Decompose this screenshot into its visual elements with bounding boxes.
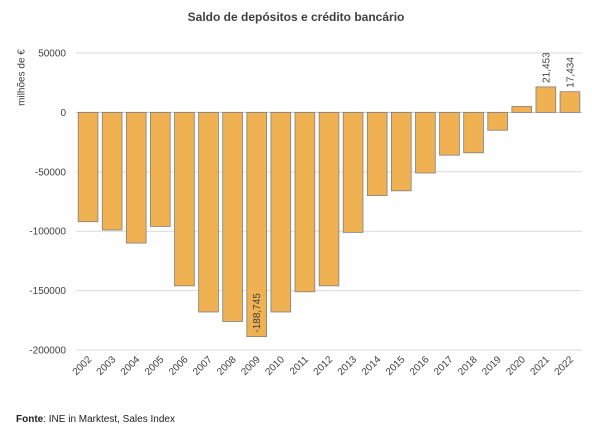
- x-tick-label: 2014: [360, 354, 384, 378]
- y-tick-label: -100000: [29, 227, 66, 238]
- x-tick-label: 2012: [312, 354, 336, 378]
- bar: [415, 112, 436, 174]
- bar: [150, 112, 171, 227]
- y-tick-label: -200000: [29, 346, 66, 357]
- data-label: -188,745: [252, 293, 263, 333]
- bar: [77, 112, 99, 223]
- bar: [342, 112, 364, 233]
- y-tick-label: -150000: [29, 286, 66, 297]
- data-label: 17,434: [565, 57, 576, 88]
- y-tick-label: -50000: [35, 167, 67, 178]
- source-note: Fonte: INE in Marktest, Sales Index: [16, 414, 175, 425]
- bar: [463, 112, 484, 154]
- bar: [559, 91, 581, 113]
- bar: [366, 112, 388, 196]
- x-tick-label: 2008: [215, 354, 239, 378]
- x-tick-label: 2013: [336, 354, 360, 378]
- bar: [535, 86, 557, 113]
- data-label: 21,453: [541, 52, 552, 83]
- x-tick-label: 2003: [95, 354, 119, 378]
- bar: [270, 112, 292, 313]
- x-tick-label: 2018: [456, 354, 480, 378]
- x-tick-label: 2022: [553, 354, 577, 378]
- x-tick-label: 2006: [167, 354, 191, 378]
- x-tick-label: 2007: [191, 354, 215, 378]
- bar: [487, 112, 508, 131]
- bar: [222, 112, 243, 322]
- bar: [101, 112, 123, 231]
- source-label: Fonte: [16, 414, 44, 425]
- x-tick-label: 2002: [71, 354, 95, 378]
- bar: [125, 112, 147, 244]
- x-tick-label: 2011: [288, 354, 311, 377]
- x-tick-label: 2005: [143, 354, 167, 378]
- bar: [511, 106, 533, 113]
- y-tick-label: 0: [60, 108, 66, 119]
- x-tick-label: 2019: [480, 354, 504, 378]
- x-tick-label: 2015: [384, 354, 408, 378]
- x-tick-label: 2020: [504, 354, 528, 378]
- bar: [174, 112, 195, 287]
- x-tick-label: 2017: [432, 354, 456, 378]
- chart-title: Saldo de depósitos e crédito bancário: [187, 10, 405, 24]
- bar: [246, 112, 267, 338]
- bar: [198, 112, 219, 313]
- y-tick-label: 50000: [38, 49, 66, 60]
- x-tick-label: 2016: [408, 354, 432, 378]
- bar: [439, 112, 460, 156]
- x-tick-label: 2010: [263, 354, 287, 378]
- x-tick-label: 2021: [528, 354, 552, 378]
- bar: [318, 112, 340, 287]
- bar: [294, 112, 316, 293]
- x-tick-label: 2009: [239, 354, 263, 378]
- bar: [391, 112, 412, 192]
- x-tick-label: 2004: [119, 354, 143, 378]
- source-text: : INE in Marktest, Sales Index: [43, 414, 175, 425]
